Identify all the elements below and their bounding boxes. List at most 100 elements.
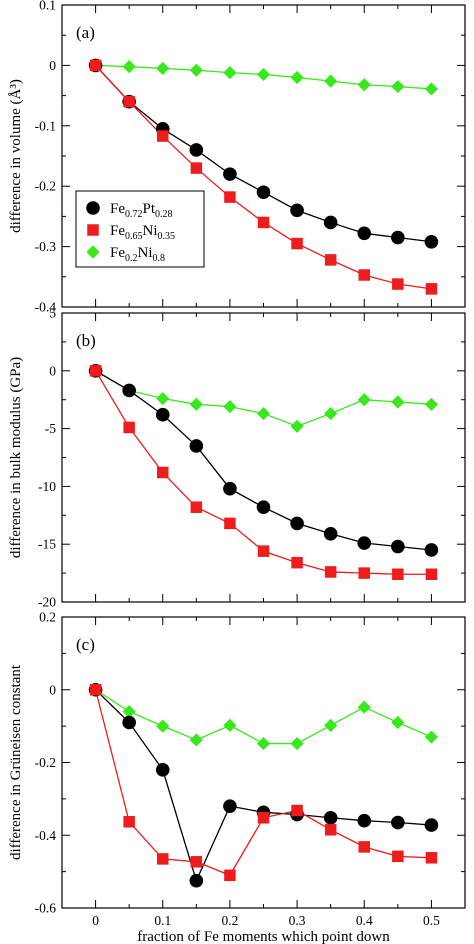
x-tick-label: 0.1 (154, 913, 171, 928)
data-point (122, 60, 136, 74)
data-point (324, 824, 337, 836)
data-point (223, 718, 237, 732)
data-point (358, 567, 370, 579)
data-point (324, 566, 337, 578)
data-point (391, 539, 405, 554)
data-point (425, 568, 438, 581)
data-point (357, 78, 371, 92)
y-axis-title: difference in Grüneisen constant (8, 664, 24, 860)
series-line (94, 689, 432, 877)
data-point (224, 869, 236, 882)
data-point (323, 215, 338, 230)
y-tick-label: 0 (49, 682, 56, 697)
data-point (223, 167, 237, 181)
data-point (324, 718, 338, 732)
data-point (424, 397, 439, 411)
data-point (89, 365, 102, 377)
data-point (424, 543, 439, 557)
data-point (156, 61, 170, 76)
data-point (223, 799, 237, 813)
data-point (357, 393, 371, 407)
data-point (357, 700, 371, 714)
data-point (156, 391, 170, 406)
legend-entry: Fe0.2Ni0.8 (110, 245, 165, 264)
data-point (424, 818, 439, 832)
x-tick-label: 0.4 (356, 913, 373, 928)
data-point (89, 59, 102, 72)
series-line (95, 370, 432, 551)
data-point (424, 730, 439, 744)
data-point (291, 804, 303, 817)
y-tick-label: 0.1 (39, 0, 56, 13)
data-point (223, 66, 237, 80)
y-tick-label: -15 (38, 537, 56, 552)
y-tick-label: -0.3 (35, 239, 57, 254)
data-point (123, 816, 135, 828)
data-point (290, 419, 304, 433)
data-point (392, 850, 404, 863)
data-point (425, 852, 438, 864)
legend-entry: Fe0.72Pt0.28 (110, 201, 173, 220)
data-point (155, 762, 170, 777)
series-markers-2 (89, 684, 438, 882)
y-tick-label: -10 (38, 479, 56, 494)
data-point (291, 556, 303, 569)
data-point (223, 481, 237, 496)
y-tick-label: 0 (49, 58, 56, 73)
data-point (290, 736, 304, 751)
data-point (323, 810, 338, 825)
data-point (122, 704, 136, 719)
x-tick-label: 0.2 (221, 913, 238, 928)
data-point (122, 715, 136, 730)
data-point (157, 853, 169, 865)
series-markers-1 (88, 682, 439, 888)
data-point (155, 407, 170, 422)
y-tick-label: -20 (38, 595, 56, 610)
data-point (189, 397, 203, 411)
y-axis-title: difference in volume (Å³) (8, 79, 24, 233)
data-point (189, 63, 203, 77)
data-point (256, 185, 271, 200)
data-point (391, 815, 405, 830)
data-point (224, 517, 236, 530)
x-tick-label: 0 (92, 913, 99, 928)
data-point (190, 856, 203, 868)
data-point (424, 234, 439, 249)
data-point (189, 733, 203, 747)
legend: Fe0.72Pt0.28 Fe0.65Ni0.35 Fe0.2Ni0.8 (75, 190, 205, 268)
data-point (189, 143, 204, 157)
data-point (290, 70, 304, 85)
data-point (156, 719, 170, 733)
data-point (256, 736, 271, 751)
y-tick-label: 5 (49, 306, 56, 321)
data-point (157, 130, 169, 142)
data-point (189, 439, 204, 453)
y-tick-label: -5 (45, 421, 56, 436)
series-markers-3 (88, 58, 439, 96)
data-point (425, 283, 438, 295)
data-point (122, 383, 136, 398)
data-point (257, 545, 270, 557)
x-tick-label: 0.5 (423, 913, 440, 928)
data-point (391, 79, 405, 94)
panel-2: 5 0 -5 -10 -15 -20 difference in bulk modulus … (8, 306, 466, 610)
data-point (256, 500, 271, 515)
y-tick-label: 0 (49, 363, 56, 378)
data-point (324, 254, 337, 266)
data-point (123, 95, 135, 108)
data-point (190, 501, 203, 513)
data-point (392, 568, 404, 581)
x-axis-title: fraction of Fe moments which point down (137, 929, 390, 944)
y-tick-label: -0.2 (35, 755, 56, 770)
data-point (223, 400, 237, 414)
y-tick-label: -0.4 (35, 828, 57, 843)
series-2 (94, 689, 432, 877)
y-tick-label: -0.6 (35, 901, 57, 916)
legend-entry: Fe0.65Ni0.35 (110, 223, 175, 242)
data-point (257, 216, 270, 229)
data-point (256, 406, 271, 421)
data-point (189, 873, 204, 888)
panel-label: (c) (76, 635, 95, 654)
data-point (291, 237, 303, 250)
data-point (157, 466, 169, 479)
